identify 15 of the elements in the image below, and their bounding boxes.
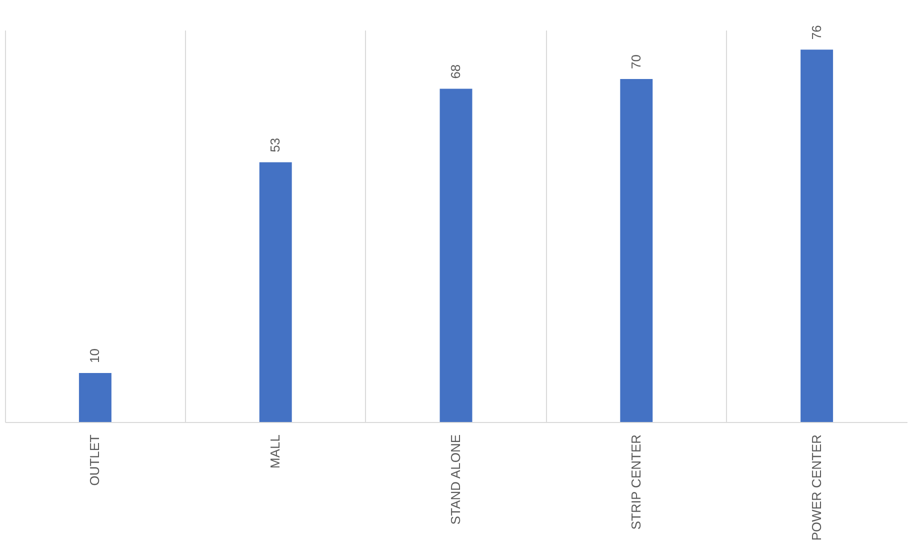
data-label: 68 bbox=[448, 64, 463, 79]
x-tick-label: STAND ALONE bbox=[448, 434, 463, 525]
bar bbox=[78, 373, 112, 422]
data-label: 76 bbox=[808, 25, 824, 40]
bar bbox=[620, 79, 653, 422]
bar bbox=[800, 50, 834, 422]
bar bbox=[259, 162, 292, 422]
data-label: 53 bbox=[268, 138, 283, 152]
bar bbox=[440, 88, 472, 422]
data-label: 10 bbox=[87, 348, 102, 363]
x-tick-label: POWER CENTER bbox=[808, 434, 824, 541]
x-tick-label: OUTLET bbox=[87, 434, 102, 486]
data-label: 70 bbox=[628, 54, 644, 69]
x-tick-label: STRIP CENTER bbox=[628, 434, 644, 530]
x-tick-label: MALL bbox=[268, 434, 283, 468]
